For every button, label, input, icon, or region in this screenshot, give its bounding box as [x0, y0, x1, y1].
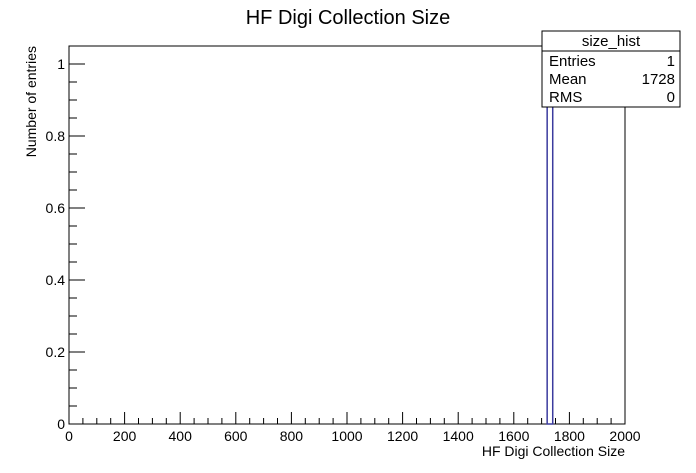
stats-entries-label: Entries — [549, 53, 596, 70]
y-tick-label: 0.8 — [46, 128, 66, 144]
x-tick-label: 1200 — [387, 428, 418, 444]
stats-mean-label: Mean — [549, 71, 587, 88]
x-axis-label: HF Digi Collection Size — [482, 443, 625, 459]
histogram-bars — [546, 63, 554, 425]
x-tick-label: 800 — [280, 428, 304, 444]
x-tick-label: 600 — [224, 428, 248, 444]
stats-rms-value: 0 — [667, 89, 675, 106]
y-tick-label: 0.6 — [46, 200, 66, 216]
y-tick-label: 1 — [57, 56, 65, 72]
x-tick-label: 400 — [169, 428, 193, 444]
stats-mean-value: 1728 — [642, 71, 675, 88]
x-tick-label: 0 — [65, 428, 73, 444]
stats-entries-value: 1 — [667, 53, 675, 70]
stats-box-title: size_hist — [582, 33, 641, 50]
stats-box-frame — [541, 30, 681, 108]
x-tick-label: 1800 — [554, 428, 585, 444]
y-tick-label: 0 — [57, 416, 65, 432]
stats-box: size_hist Entries 1 Mean 1728 RMS 0 — [541, 30, 681, 108]
x-tick-label: 1400 — [443, 428, 474, 444]
x-tick-label: 1000 — [331, 428, 362, 444]
histogram-bar — [546, 63, 554, 425]
x-tick-label: 200 — [113, 428, 137, 444]
chart-title: HF Digi Collection Size — [246, 7, 451, 29]
y-tick-label: 0.2 — [46, 344, 66, 360]
x-axis: 0 200 400 600 800 1000 1200 1400 1600 1800 2000 — [65, 412, 641, 444]
y-axis: 0 0.2 0.4 0.6 0.8 1 — [46, 45, 85, 432]
y-tick-label: 0.4 — [46, 272, 66, 288]
stats-rms-label: RMS — [549, 89, 582, 106]
x-tick-label: 1600 — [498, 428, 529, 444]
x-tick-label: 2000 — [609, 428, 640, 444]
y-axis-label: Number of entries — [23, 46, 39, 157]
